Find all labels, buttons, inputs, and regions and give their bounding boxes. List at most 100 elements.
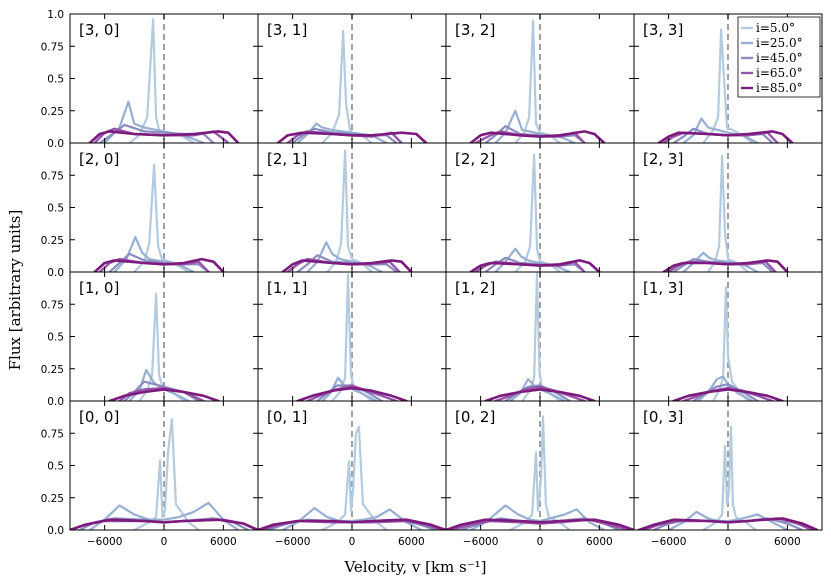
panel-label: [3, 3] (643, 21, 683, 39)
legend-entry: i=25.0° (756, 36, 803, 50)
x-tick-label: 6000 (210, 536, 237, 548)
series-line (712, 286, 749, 401)
y-tick-label: 0.75 (41, 170, 64, 182)
panel-label: [2, 1] (267, 150, 307, 168)
y-tick-label: 0.25 (41, 235, 64, 247)
panel: 0.0 0.25 0.5 0.75 [2, 0] (41, 142, 259, 279)
panel: [1, 3] (633, 271, 823, 402)
panel: [3, 2] (445, 13, 635, 144)
panel: [3, 1] (257, 13, 447, 144)
legend: i=5.0°i=25.0°i=45.0°i=65.0°i=85.0° (737, 16, 821, 98)
panel: [2, 2] (445, 142, 635, 273)
y-tick-label: 0.25 (41, 364, 64, 376)
legend-entry: i=85.0° (756, 81, 803, 95)
series-line (672, 388, 784, 401)
x-tick-label: −6000 (463, 536, 499, 548)
series-group (258, 425, 446, 530)
series-line (469, 130, 606, 143)
x-tick-label: −6000 (651, 536, 687, 548)
panel: [1, 2] (445, 271, 635, 402)
series-line (321, 425, 388, 530)
panel: 0.0 0.25 0.5 0.75 −6000 0 6000 [0, 0] (41, 400, 259, 548)
panel: [2, 1] (257, 142, 447, 273)
series-line (93, 257, 225, 272)
series-group (469, 19, 606, 143)
panel: 0.0 0.25 0.5 0.75 1.0 [3, 0] (41, 9, 259, 150)
panel: −6000 0 6000 [0, 2] (445, 400, 635, 548)
y-tick-label: 0.5 (47, 332, 64, 344)
series-group (70, 418, 258, 530)
series-line (306, 241, 383, 272)
y-tick-label: 0.0 (47, 138, 64, 150)
series-group (88, 18, 240, 143)
series-group (672, 286, 784, 401)
series-line (88, 501, 240, 530)
series-group (662, 154, 789, 272)
series-line (702, 425, 757, 530)
y-tick-label: 0.25 (41, 106, 64, 118)
series-line (514, 153, 561, 272)
series-group (637, 425, 819, 530)
series-group (657, 28, 794, 143)
series-group (281, 149, 413, 272)
series-line (494, 385, 586, 401)
y-axis-label: Flux [arbitrary units] (6, 209, 24, 371)
series-line (637, 517, 819, 530)
series-group (93, 163, 225, 272)
y-tick-label: 0.5 (47, 203, 64, 215)
panel-label: [1, 2] (455, 279, 495, 297)
panel-label: [0, 3] (643, 408, 683, 426)
series-line (494, 247, 571, 272)
series-line (108, 388, 220, 401)
panel-label: [3, 2] (455, 21, 495, 39)
panel-label: [1, 3] (643, 279, 683, 297)
y-tick-label: 0.75 (41, 299, 64, 311)
y-tick-label: 0.5 (47, 74, 64, 86)
x-axis-label: Velocity, v [km s⁻¹] (344, 558, 487, 576)
series-group (484, 272, 596, 401)
series-line (138, 292, 185, 401)
panel-label: [0, 2] (455, 408, 495, 426)
series-line (446, 518, 634, 530)
series-line (113, 236, 195, 272)
y-tick-label: 0.0 (47, 396, 64, 408)
panel-label: [1, 0] (79, 279, 119, 297)
x-tick-label: 6000 (774, 536, 801, 548)
series-line (88, 130, 240, 143)
series-line (657, 130, 794, 143)
series-line (258, 518, 446, 530)
y-tick-label: 0.75 (41, 428, 64, 440)
legend-entry: i=65.0° (756, 66, 803, 80)
series-line (321, 29, 373, 143)
panel-label: [2, 0] (79, 150, 119, 168)
x-tick-label: −6000 (275, 536, 311, 548)
series-line (133, 163, 190, 272)
x-tick-label: 6000 (586, 536, 613, 548)
y-tick-label: 0.0 (47, 267, 64, 279)
series-line (484, 388, 596, 401)
panel-label: [1, 1] (267, 279, 307, 297)
series-group (469, 153, 601, 272)
series-line (70, 518, 258, 530)
x-tick-label: 0 (349, 536, 356, 548)
panel-label: [3, 1] (267, 21, 307, 39)
panel-label: [3, 0] (79, 21, 119, 39)
panel: 0.0 0.25 0.5 0.75 [1, 0] (41, 271, 259, 408)
legend-entry: i=45.0° (756, 51, 803, 65)
panel-label: [0, 0] (79, 408, 119, 426)
y-tick-label: 0.75 (41, 41, 64, 53)
panel-label: [2, 2] (455, 150, 495, 168)
panel-label: [0, 1] (267, 408, 307, 426)
series-line (514, 19, 561, 143)
series-group (276, 29, 428, 143)
x-tick-label: 6000 (398, 536, 425, 548)
x-tick-label: 0 (725, 536, 732, 548)
series-group (108, 292, 220, 401)
series-line (281, 259, 413, 272)
x-tick-label: −6000 (87, 536, 123, 548)
series-group (296, 273, 408, 401)
y-axis-label-container: Flux [arbitrary units] (4, 200, 26, 380)
series-line (306, 384, 398, 401)
series-group (446, 415, 634, 530)
y-tick-label: 0.0 (47, 525, 64, 537)
